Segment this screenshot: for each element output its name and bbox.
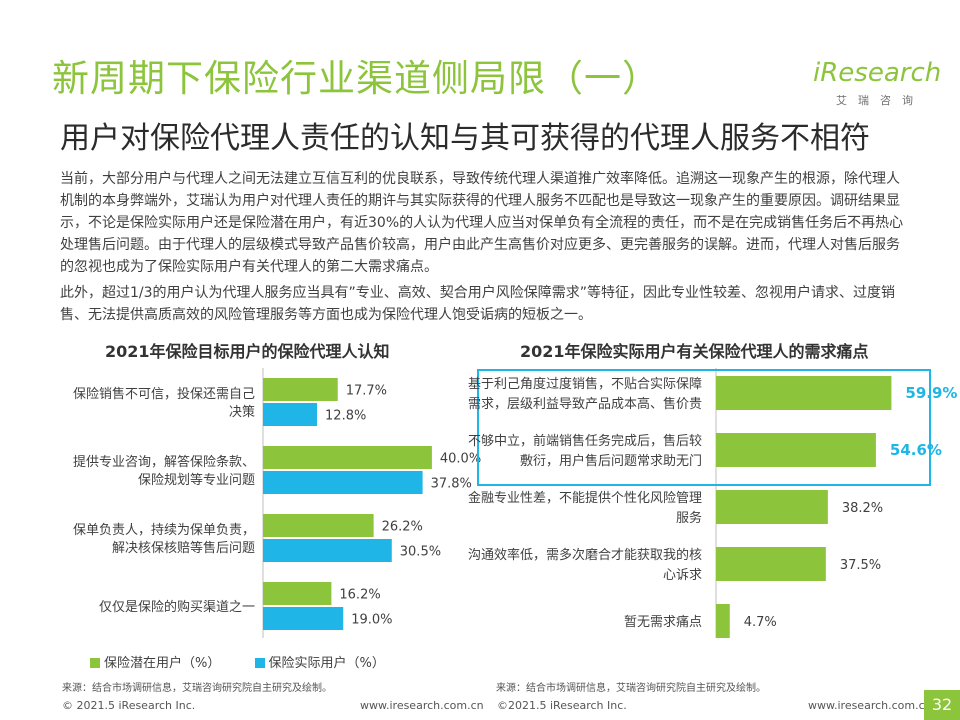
- left-bar: [263, 582, 332, 605]
- footer-url-left: www.iresearch.com.cn: [360, 699, 484, 712]
- legend-item-potential: 保险潜在用户（%）: [90, 652, 220, 671]
- body-paragraph-2: 此外，超过1/3的用户认为代理人服务应当具有”专业、高效、契合用户风险保障需求”…: [60, 285, 896, 323]
- page-title: 新周期下保险行业渠道侧局限（一）: [52, 57, 660, 100]
- page-subtitle: 用户对保险代理人责任的认知与其可获得的代理人服务不相符: [60, 121, 870, 156]
- right-category-label: 心诉求: [663, 568, 702, 583]
- left-chart-legend: 保险潜在用户（%） 保险实际用户（%）: [90, 652, 415, 671]
- left-category-label: 提供专业咨询，解答保险条款、: [73, 454, 255, 470]
- legend-label-actual: 保险实际用户（%）: [268, 656, 385, 671]
- left-category-label: 保单负责人，持续为保单负责，: [73, 523, 255, 538]
- right-category-label: 服务: [676, 510, 702, 526]
- right-category-label: 沟通效率低，需多次磨合才能获取我的核: [468, 547, 702, 563]
- legend-swatch-blue: [254, 658, 265, 668]
- left-bar-value-label: 26.2%: [382, 520, 423, 535]
- right-bar: [716, 604, 730, 638]
- left-category-label: 解决核保核赔等售后问题: [112, 540, 255, 556]
- left-bar-value-label: 40.0%: [440, 452, 481, 467]
- right-category-label: 金融专业性差，不能提供个性化风险管理: [468, 490, 702, 506]
- iresearch-logo: iResearch: [813, 58, 942, 88]
- body-paragraph-1: 当前，大部分用户与代理人之间无法建立互信互利的优良联系，导致传统代理人渠道推广效…: [60, 171, 904, 275]
- left-bar-value-label: 37.8%: [431, 477, 472, 492]
- left-bar: [263, 446, 432, 469]
- right-category-label: 基于利己角度过度销售，不贴合实际保障: [468, 376, 702, 392]
- right-category-label: 敷衍，用户售后问题常求助无门: [520, 453, 702, 469]
- right-category-label: 暂无需求痛点: [624, 614, 702, 630]
- footer-copyright-right: ©2021.5 iResearch Inc.: [497, 699, 627, 712]
- right-category-label: 需求，层级利益导致产品成本高、售价贵: [468, 396, 702, 412]
- right-bar-value-label: 37.5%: [840, 558, 881, 573]
- right-bar: [716, 376, 892, 410]
- legend-item-actual: 保险实际用户（%）: [254, 652, 385, 671]
- left-bar: [263, 403, 318, 426]
- left-category-label: 决策: [229, 404, 255, 420]
- logo-cn-text: 艾瑞咨询: [836, 94, 924, 107]
- left-category-label: 保险规划等专业问题: [138, 472, 255, 488]
- right-bar: [716, 547, 826, 581]
- legend-swatch-green: [90, 658, 100, 668]
- right-bar-value-label: 38.2%: [842, 501, 883, 516]
- left-bar: [263, 471, 423, 494]
- right-bar-value-label: 4.7%: [744, 615, 777, 630]
- left-bar: [263, 539, 392, 562]
- footer-url-right: www.iresearch.com.cn: [808, 699, 932, 712]
- right-chart-title: 2021年保险实际用户有关保险代理人的需求痛点: [520, 342, 869, 361]
- right-bar: [716, 433, 876, 467]
- left-bar-value-label: 17.7%: [346, 384, 387, 399]
- legend-label-potential: 保险潜在用户（%）: [104, 656, 221, 671]
- left-bar: [263, 378, 338, 401]
- left-category-label: 保险销售不可信，投保还需自己: [73, 386, 255, 402]
- footer-copyright-left: © 2021.5 iResearch Inc.: [62, 699, 196, 712]
- left-bar-value-label: 30.5%: [400, 545, 441, 560]
- left-source-note: 来源：结合市场调研信息，艾瑞咨询研究院自主研究及绘制。: [62, 683, 332, 694]
- page-number: 32: [924, 690, 960, 720]
- highlight-box: [477, 369, 931, 486]
- right-source-note: 来源：结合市场调研信息，艾瑞咨询研究院自主研究及绘制。: [496, 683, 766, 694]
- right-bar-value-label: 59.9%: [905, 384, 957, 402]
- left-chart-title: 2021年保险目标用户的保险代理人认知: [105, 342, 390, 361]
- left-category-label: 仅仅是保险的购买渠道之一: [99, 599, 255, 615]
- left-bar: [263, 514, 374, 537]
- left-bar-value-label: 19.0%: [351, 613, 392, 628]
- right-category-label: 不够中立，前端销售任务完成后，售后较: [468, 433, 702, 449]
- left-bar: [263, 607, 344, 630]
- right-bar-value-label: 54.6%: [890, 441, 942, 459]
- left-bar-value-label: 16.2%: [339, 588, 380, 603]
- left-bar-value-label: 12.8%: [325, 409, 366, 424]
- right-bar: [716, 490, 828, 524]
